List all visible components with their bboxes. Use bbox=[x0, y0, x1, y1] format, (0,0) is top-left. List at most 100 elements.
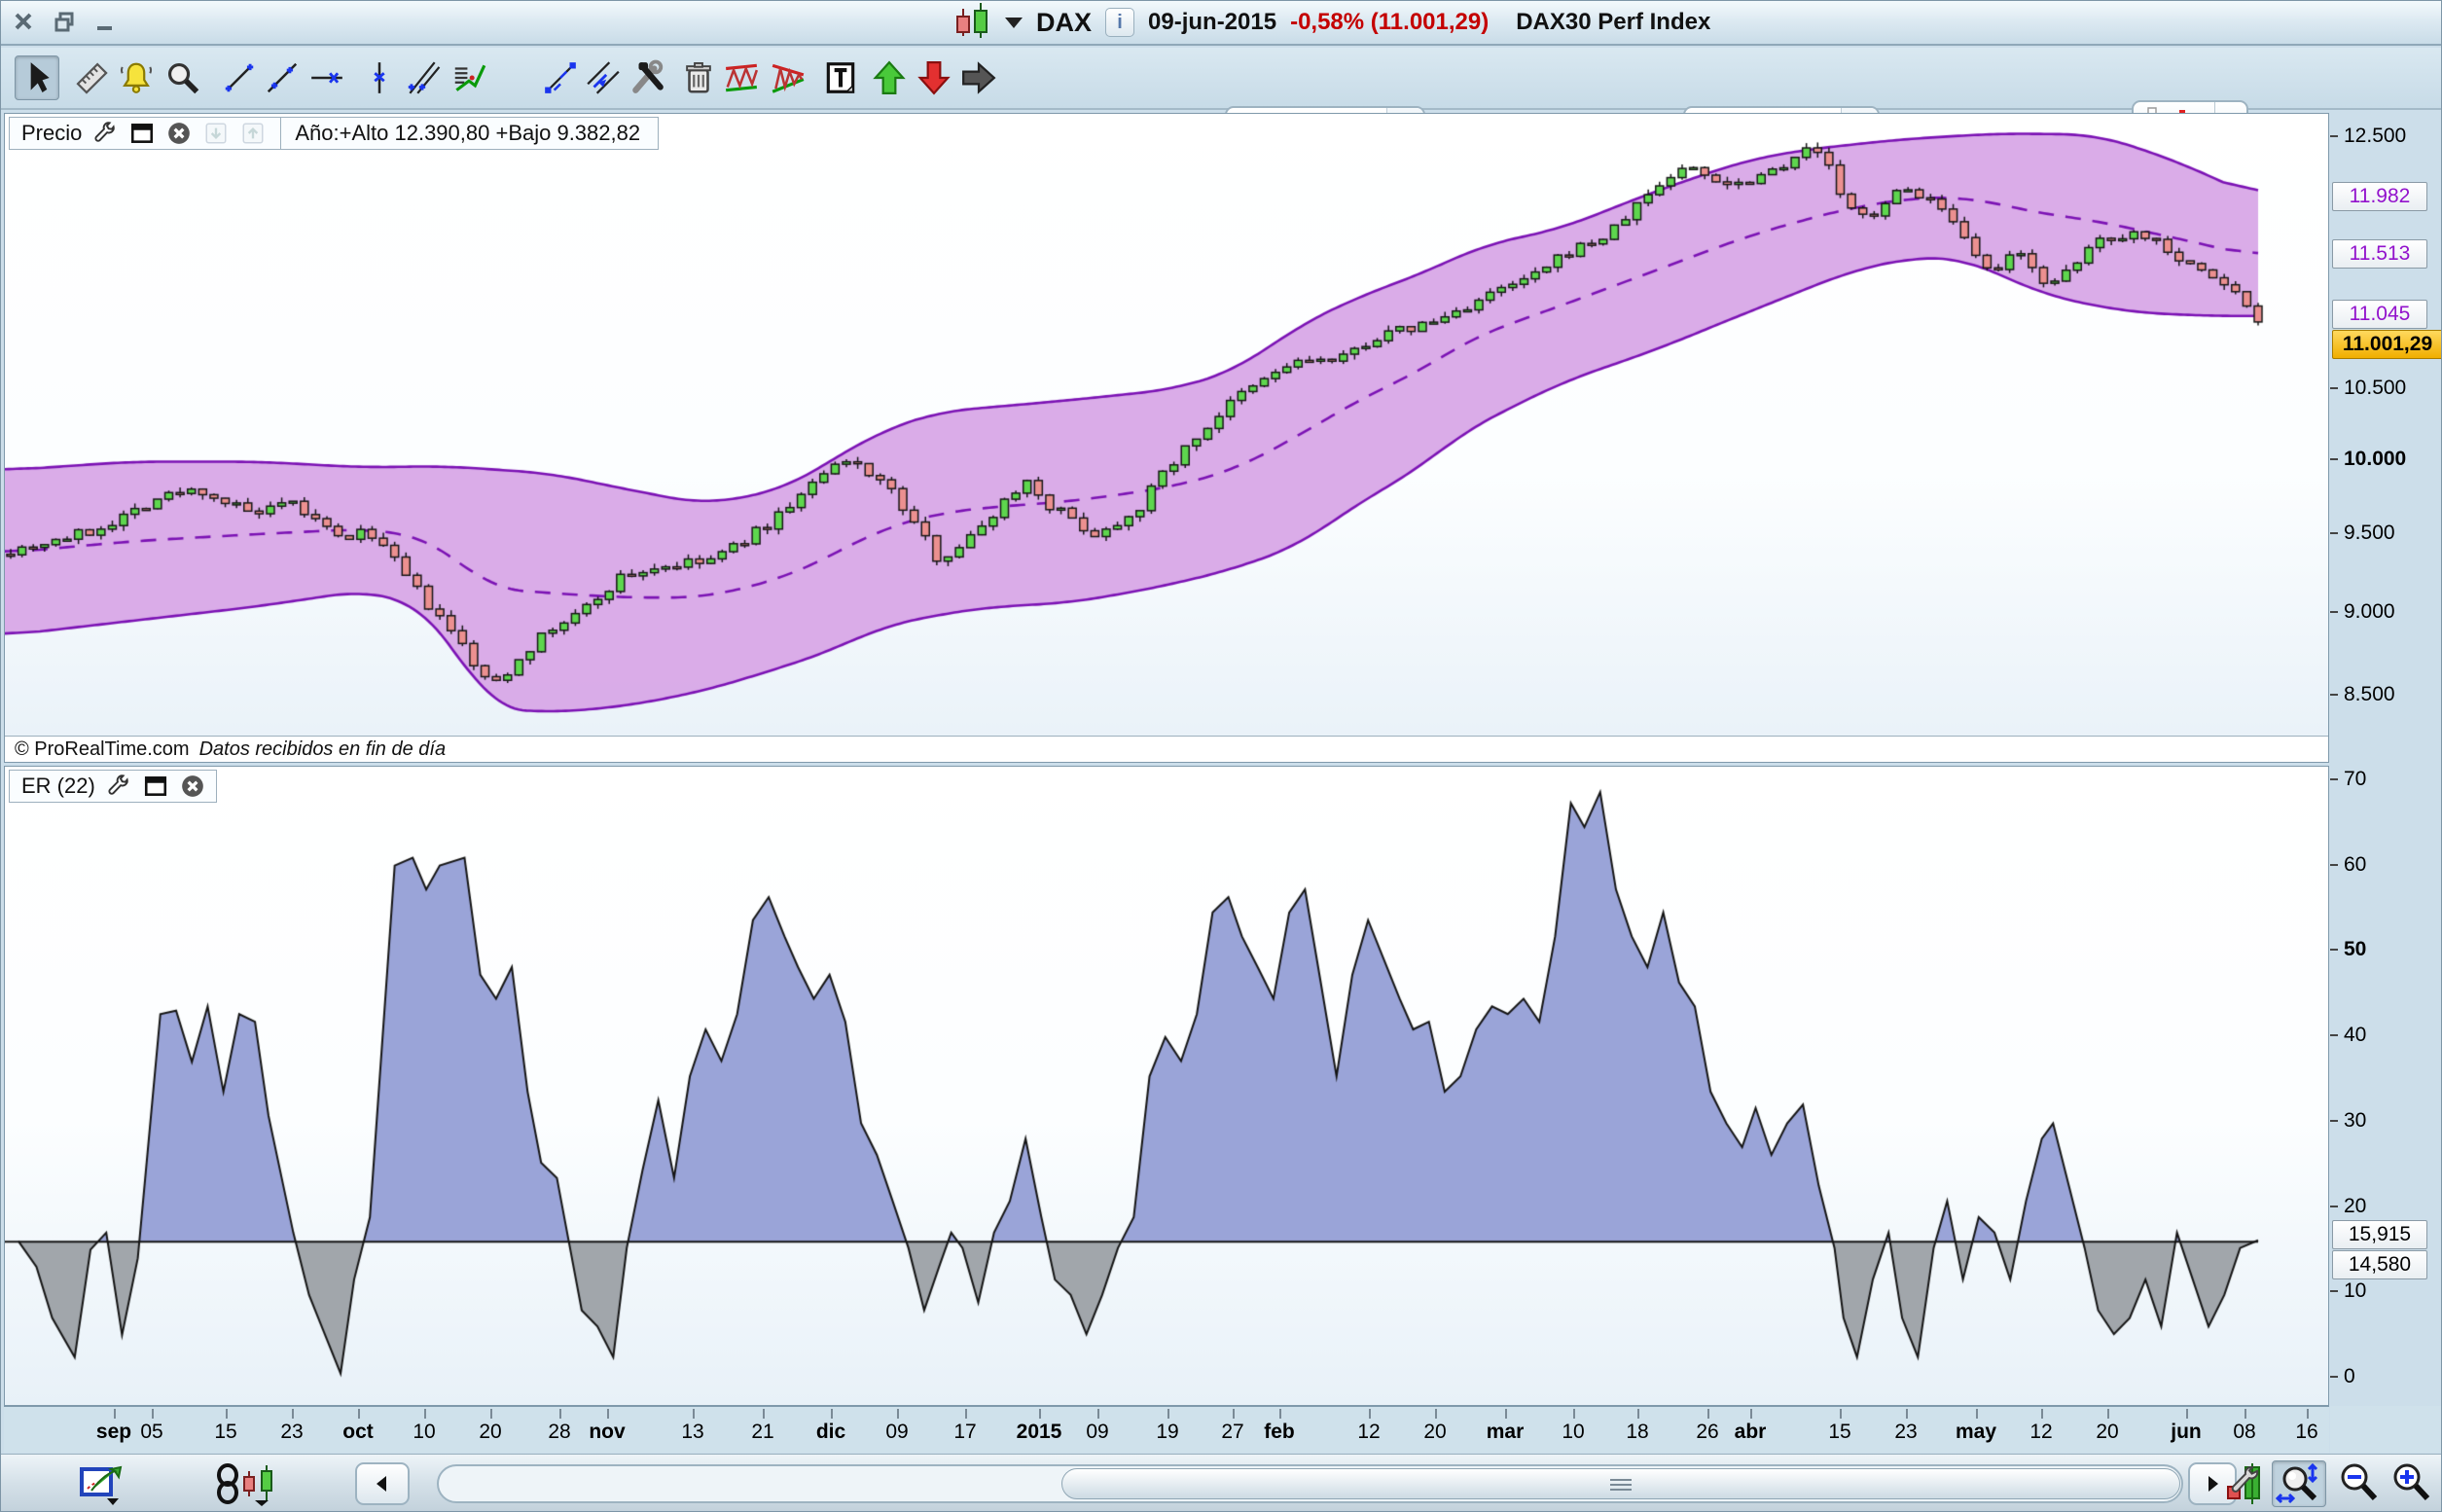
price-window-icon[interactable] bbox=[128, 120, 156, 147]
er-panel-title: ER (22) bbox=[21, 774, 95, 798]
price-chart-panel: Precio Año:+Alto 12.390,80 +Bajo 9.382,8… bbox=[4, 113, 2329, 763]
time-tick bbox=[2244, 1409, 2246, 1419]
time-axis-label: 20 bbox=[2096, 1421, 2119, 1443]
er-close-icon[interactable] bbox=[179, 773, 206, 800]
title-bar: DAX i 09-jun-2015 -0,58% (11.001,29) DAX… bbox=[1, 1, 2441, 46]
time-tick bbox=[226, 1409, 228, 1419]
time-tick bbox=[2107, 1409, 2109, 1419]
link-instrument-icon[interactable] bbox=[205, 1460, 312, 1507]
pointer-tool-button[interactable] bbox=[15, 55, 59, 100]
zoom-in-icon[interactable] bbox=[2387, 1460, 2435, 1507]
band-value-box: 11.513 bbox=[2332, 239, 2427, 270]
instrument-header: DAX i 09-jun-2015 -0,58% (11.001,29) DAX… bbox=[954, 1, 1710, 44]
time-axis-label: 2015 bbox=[1016, 1421, 1062, 1443]
scrollbar-track[interactable] bbox=[437, 1464, 2183, 1503]
time-axis-label: sep bbox=[95, 1421, 132, 1443]
time-tick bbox=[292, 1409, 294, 1419]
time-tick bbox=[1840, 1409, 1842, 1419]
scrollbar-thumb[interactable] bbox=[1061, 1468, 2180, 1499]
er-axis: 70 60 50 40 30 20 10 0 15,915 14,580 bbox=[2330, 766, 2441, 1406]
wedge-pattern-tool-button[interactable] bbox=[766, 55, 810, 100]
time-axis-label: oct bbox=[342, 1421, 374, 1443]
arrow-up-tool-button[interactable] bbox=[867, 55, 912, 100]
move-panel-down-icon[interactable] bbox=[202, 120, 230, 147]
time-tick bbox=[1637, 1409, 1639, 1419]
time-axis-label: 19 bbox=[1156, 1421, 1179, 1443]
parallel-lines-tool-button[interactable] bbox=[581, 55, 626, 100]
bottom-bar bbox=[1, 1454, 2441, 1511]
time-axis-label: 08 bbox=[2233, 1421, 2256, 1443]
time-axis-label: 28 bbox=[548, 1421, 571, 1443]
time-axis-label: feb bbox=[1264, 1421, 1295, 1443]
instrument-dropdown-icon[interactable] bbox=[1005, 17, 1023, 28]
time-tick bbox=[831, 1409, 833, 1419]
time-axis-label: 12 bbox=[2029, 1421, 2053, 1443]
time-axis-label: dic bbox=[815, 1421, 846, 1443]
price-panel-header: Precio Año:+Alto 12.390,80 +Bajo 9.382,8… bbox=[9, 117, 660, 150]
channel-pattern-tool-button[interactable] bbox=[719, 55, 764, 100]
minimize-window-icon[interactable] bbox=[92, 9, 118, 34]
vertical-line-tool-button[interactable] bbox=[357, 55, 402, 100]
delete-tool-icon[interactable] bbox=[676, 55, 721, 100]
move-panel-up-icon[interactable] bbox=[239, 120, 267, 147]
text-tool-button[interactable] bbox=[818, 55, 863, 100]
close-window-icon[interactable] bbox=[11, 9, 36, 34]
time-axis-label: 21 bbox=[751, 1421, 774, 1443]
chart-pattern-tool-button[interactable] bbox=[447, 55, 491, 100]
alarm-bell-icon[interactable] bbox=[114, 55, 159, 100]
time-axis-label: 20 bbox=[479, 1421, 502, 1443]
time-tick bbox=[1233, 1409, 1235, 1419]
er-axis-label: 70 bbox=[2344, 767, 2367, 790]
time-axis-label: jun bbox=[2171, 1421, 2202, 1443]
settings-tools-icon[interactable] bbox=[626, 55, 670, 100]
er-chart-canvas[interactable] bbox=[5, 767, 2328, 1405]
year-high-low-stats: Año:+Alto 12.390,80 +Bajo 9.382,82 bbox=[295, 121, 641, 145]
chart-settings-icon[interactable] bbox=[2221, 1460, 2270, 1507]
time-axis-label: may bbox=[1955, 1421, 1997, 1443]
regression-line-tool-button[interactable] bbox=[538, 55, 583, 100]
er-settings-wrench-icon[interactable] bbox=[105, 773, 132, 800]
horizontal-line-tool-button[interactable] bbox=[305, 55, 349, 100]
time-tick bbox=[1039, 1409, 1041, 1419]
price-settings-wrench-icon[interactable] bbox=[91, 120, 119, 147]
price-chart-canvas[interactable] bbox=[5, 114, 2328, 760]
segment-tool-button[interactable] bbox=[217, 55, 262, 100]
arrow-right-tool-button[interactable] bbox=[956, 55, 1001, 100]
time-tick bbox=[559, 1409, 561, 1419]
time-tick bbox=[1707, 1409, 1709, 1419]
ruler-tool-button[interactable] bbox=[69, 55, 114, 100]
time-axis-label: 12 bbox=[1357, 1421, 1381, 1443]
time-tick bbox=[490, 1409, 492, 1419]
zoom-tool-button[interactable] bbox=[161, 55, 205, 100]
er-axis-label: 40 bbox=[2344, 1024, 2367, 1047]
time-axis-label: 23 bbox=[1894, 1421, 1918, 1443]
time-axis-label: 10 bbox=[413, 1421, 436, 1443]
er-window-icon[interactable] bbox=[142, 773, 169, 800]
info-icon[interactable]: i bbox=[1105, 8, 1135, 37]
band-value-box: 11.982 bbox=[2332, 181, 2427, 211]
time-tick bbox=[1097, 1409, 1099, 1419]
time-axis-label: 20 bbox=[1423, 1421, 1447, 1443]
detach-chart-icon[interactable] bbox=[77, 1460, 126, 1507]
price-close-icon[interactable] bbox=[165, 120, 193, 147]
time-tick bbox=[2307, 1409, 2309, 1419]
zoom-out-icon[interactable] bbox=[2334, 1460, 2383, 1507]
scrollbar-grip-icon bbox=[1610, 1476, 1632, 1494]
zoom-range-icon[interactable] bbox=[2272, 1460, 2326, 1507]
drawing-toolbar: 200 unidades Diario bbox=[1, 48, 2441, 155]
time-tick bbox=[1750, 1409, 1752, 1419]
fan-lines-tool-button[interactable] bbox=[400, 55, 445, 100]
data-notice-text: Datos recibidos en fin de día bbox=[198, 738, 447, 760]
time-axis-label: 09 bbox=[885, 1421, 909, 1443]
er-level-box: 14,580 bbox=[2332, 1250, 2427, 1280]
trendline-tool-button[interactable] bbox=[260, 55, 305, 100]
scroll-left-button[interactable] bbox=[355, 1462, 410, 1505]
er-axis-label: 50 bbox=[2344, 938, 2367, 961]
restore-window-icon[interactable] bbox=[52, 9, 77, 34]
candlestick-mini-icon bbox=[954, 1, 991, 45]
arrow-down-tool-button[interactable] bbox=[912, 55, 956, 100]
symbol-name: DAX bbox=[1036, 7, 1093, 37]
window-controls bbox=[11, 9, 118, 34]
time-tick bbox=[607, 1409, 609, 1419]
time-axis-label: 16 bbox=[2295, 1421, 2318, 1443]
